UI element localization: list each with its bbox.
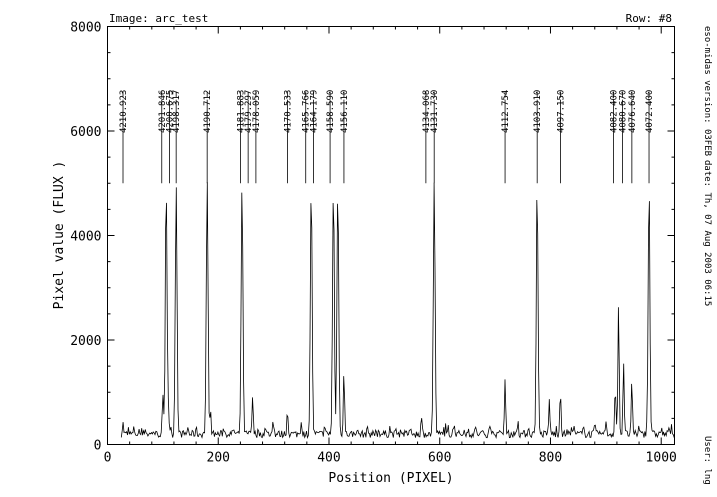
spectrum-line (120, 182, 675, 440)
y-tick-label: 0 (94, 439, 102, 454)
y-axis-ticks: 0 2000 4000 6000 8000 (70, 21, 675, 454)
line-id-label: 4072.400 (645, 90, 655, 133)
line-id-label: 4134.068 (422, 90, 432, 133)
x-axis-ticks: 0 200 400 600 800 1000 (104, 26, 677, 466)
line-id-label: 4170.533 (284, 90, 294, 133)
y-tick-label: 6000 (70, 125, 101, 140)
y-tick-label: 8000 (70, 21, 101, 36)
line-id-label: 4165.766 (302, 90, 312, 133)
line-id-label: 4210.923 (119, 90, 129, 133)
x-tick-label: 400 (317, 451, 340, 466)
line-id-label: 4156.110 (340, 90, 350, 133)
line-id-label: 4201.846 (158, 90, 168, 133)
spectrum-series (120, 182, 675, 440)
y-axis-label: Pixel value (FLUX ) (52, 161, 67, 310)
image-label: Image: arc_test (109, 12, 208, 25)
x-tick-label: 600 (428, 451, 451, 466)
line-id-label: 4131.730 (430, 90, 440, 133)
row-label: Row: #8 (626, 12, 672, 25)
x-tick-label: 200 (207, 451, 230, 466)
x-axis-label: Position (PIXEL) (328, 471, 453, 486)
line-id-label: 4082.400 (610, 90, 620, 133)
line-id-label: 4112.754 (501, 90, 511, 133)
y-tick-label: 2000 (70, 334, 101, 349)
line-id-label: 4200.675 (166, 90, 176, 133)
user-label: User: lng (702, 436, 712, 485)
line-id-label: 4164.179 (310, 90, 320, 133)
plot-frame (107, 26, 675, 445)
y-tick-label: 4000 (70, 230, 101, 245)
line-id-label: 4190.712 (203, 90, 213, 133)
x-tick-label: 800 (539, 451, 562, 466)
line-id-label: 4080.670 (619, 90, 629, 133)
line-id-label: 4103.910 (533, 90, 543, 133)
line-id-label: 4198.317 (172, 90, 182, 133)
line-id-label: 4178.059 (252, 90, 262, 133)
midas-version-label: eso-midas version: 03FEB (702, 26, 712, 156)
line-id-label: 4158.590 (326, 90, 336, 133)
line-id-label: 4179.297 (244, 90, 254, 133)
x-tick-label: 0 (104, 451, 112, 466)
line-id-label: 4181.883 (236, 90, 246, 133)
line-id-label: 4076.640 (628, 90, 638, 133)
line-id-label: 4097.150 (556, 90, 566, 133)
date-label: date: Th, 07 Aug 2003 06:15 (702, 160, 712, 306)
x-tick-label: 1000 (646, 451, 677, 466)
